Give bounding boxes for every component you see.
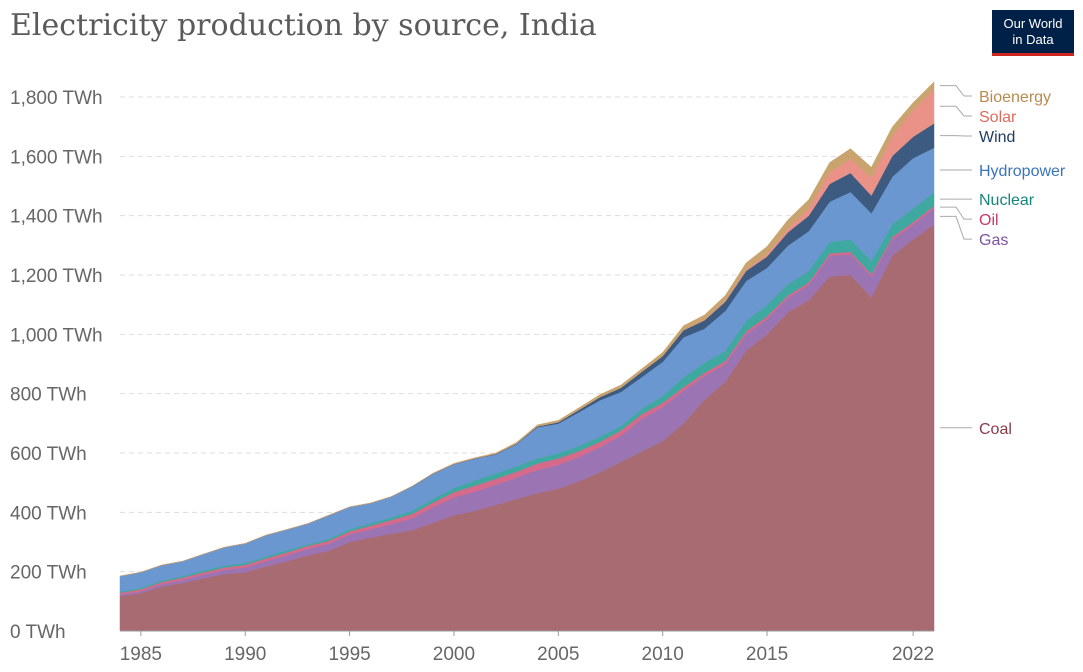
legend-label-hydropower[interactable]: Hydropower — [979, 163, 1066, 180]
area-bioenergy[interactable] — [119, 81, 935, 577]
chart-title: Electricity production by source, India — [10, 8, 597, 43]
our-world-in-data-logo[interactable]: Our World in Data — [992, 10, 1074, 56]
y-tick-label: 600 TWh — [10, 444, 87, 465]
x-tick-label: 1995 — [328, 644, 370, 665]
legend-label-solar[interactable]: Solar — [979, 109, 1017, 126]
x-tick-label: 2005 — [537, 644, 579, 665]
y-tick-label: 1,800 TWh — [10, 88, 103, 109]
legend-label-wind[interactable]: Wind — [979, 129, 1015, 146]
legend-label-gas[interactable]: Gas — [979, 232, 1008, 249]
y-tick-label: 1,400 TWh — [10, 207, 103, 228]
legend-connector — [940, 85, 972, 97]
legend-connector — [940, 105, 972, 117]
area-series — [119, 81, 935, 632]
y-tick-label: 1,000 TWh — [10, 325, 103, 346]
y-tick-label: 800 TWh — [10, 385, 87, 406]
legend-label-oil[interactable]: Oil — [979, 212, 999, 229]
legend-label-bioenergy[interactable]: Bioenergy — [979, 89, 1051, 106]
y-tick-label: 200 TWh — [10, 563, 87, 584]
x-tick-label: 1990 — [224, 644, 266, 665]
logo-line-2: in Data — [1012, 32, 1054, 47]
x-axis: 1985 1990 1995 2000 2005 2010 2015 2022 — [120, 630, 934, 665]
y-tick-label: 1,200 TWh — [10, 266, 103, 287]
legend: Bioenergy Solar Wind Hydropower Nuclear Oil Ga… — [940, 85, 1066, 438]
logo-line-1: Our World — [1003, 16, 1063, 31]
y-axis: 0 TWh 200 TWh 400 TWh 600 TWh 800 TWh 1,000 T… — [10, 88, 103, 643]
y-tick-label: 0 TWh — [10, 622, 66, 643]
x-tick-label: 2000 — [433, 644, 475, 665]
x-tick-label: 2010 — [642, 644, 684, 665]
legend-label-coal[interactable]: Coal — [979, 421, 1012, 438]
x-tick-label: 1985 — [120, 644, 162, 665]
y-tick-label: 400 TWh — [10, 503, 87, 524]
x-tick-label: 2015 — [746, 644, 788, 665]
legend-connector — [940, 206, 972, 220]
x-tick-label: 2022 — [892, 644, 934, 665]
legend-label-nuclear[interactable]: Nuclear — [979, 192, 1035, 209]
y-tick-label: 1,600 TWh — [10, 147, 103, 168]
legend-connector — [940, 215, 972, 240]
